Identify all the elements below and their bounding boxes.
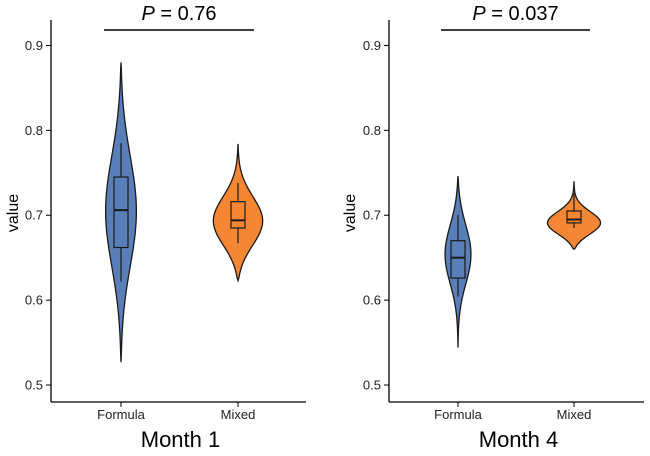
panel-2: 0.5 0.6 0.7 0.8 0.9 value Formula Mixed P = 0.03… (342, 3, 644, 452)
significance-label: P = 0.037 (472, 3, 558, 25)
y-tick-label: 0.8 (363, 123, 381, 138)
y-axis-title: value (5, 194, 22, 232)
y-tick-label: 0.5 (25, 378, 43, 393)
y-tick-label: 0.8 (25, 123, 43, 138)
y-tick-label: 0.7 (363, 208, 381, 223)
violin-formula (104, 62, 138, 363)
category-label: Formula (434, 407, 482, 422)
y-tick-label: 0.6 (363, 293, 381, 308)
violin-mixed (546, 181, 602, 251)
panel-title: Month 1 (141, 427, 221, 452)
y-tick-label: 0.9 (363, 38, 381, 53)
p-symbol: P (472, 3, 486, 25)
y-tick-label: 0.7 (25, 208, 43, 223)
y-axis-title: value (342, 194, 359, 232)
violin-mixed (212, 143, 264, 283)
y-tick-label: 0.9 (25, 38, 43, 53)
y-tick-label: 0.5 (363, 378, 381, 393)
panel-title: Month 4 (479, 427, 559, 452)
y-tick-label: 0.6 (25, 293, 43, 308)
p-value: = 0.76 (155, 3, 217, 25)
violin-formula (444, 176, 472, 348)
category-label: Mixed (557, 407, 592, 422)
p-value: = 0.037 (486, 3, 559, 25)
box-mixed (230, 201, 246, 229)
category-label: Formula (97, 407, 145, 422)
box-mixed (566, 210, 582, 224)
box-formula (450, 240, 466, 279)
category-label: Mixed (221, 407, 256, 422)
p-symbol: P (141, 3, 155, 25)
panel-1: 0.5 0.6 0.7 0.8 0.9 value Formula Mixed P = 0.76… (5, 3, 306, 452)
box-formula (113, 176, 129, 249)
significance-label: P = 0.76 (141, 3, 216, 25)
